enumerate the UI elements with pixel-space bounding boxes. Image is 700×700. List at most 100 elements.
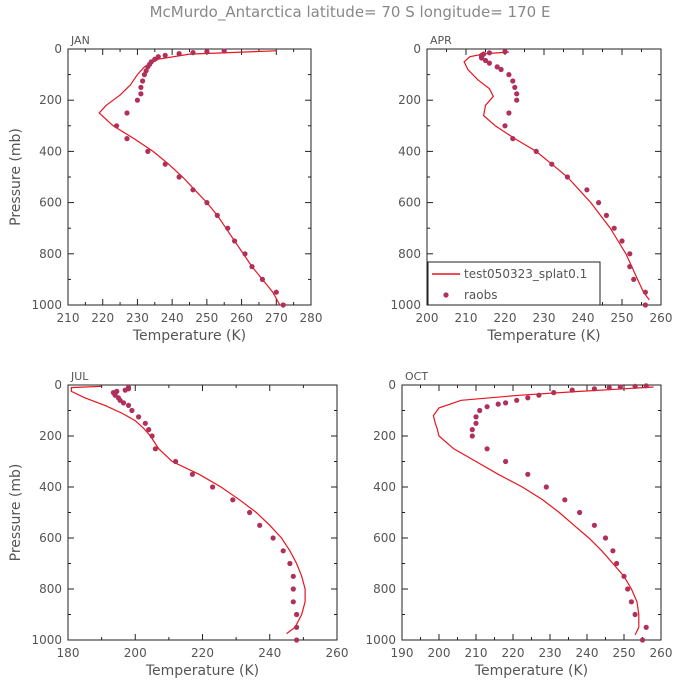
x-axis-label: Temperature (K) (132, 328, 246, 344)
y-tick-label: 800 (39, 582, 62, 596)
raob-point (564, 174, 571, 180)
raob-point (142, 420, 148, 426)
raob-point (146, 427, 152, 433)
x-tick-label: 190 (391, 646, 414, 660)
raob-point (287, 560, 293, 567)
y-tick-label: 0 (413, 42, 421, 56)
y-tick-label: 200 (39, 429, 62, 443)
y-tick-label: 600 (39, 531, 62, 545)
y-axis-label: Pressure (mb) (8, 464, 24, 562)
raob-point (273, 289, 279, 295)
y-tick-label: 1000 (390, 298, 421, 312)
raob-point (482, 57, 489, 64)
raob-point (591, 522, 598, 528)
raob-point (610, 548, 616, 554)
raob-point (484, 404, 490, 410)
raob-point (145, 148, 151, 154)
raob-point (149, 433, 155, 439)
raob-point (189, 471, 195, 477)
raob-point (562, 497, 568, 503)
x-tick-label: 210 (455, 311, 478, 325)
y-tick-label: 200 (398, 93, 421, 107)
panel-label: JAN (70, 34, 90, 47)
panel-label: JUL (70, 370, 89, 383)
x-tick-label: 240 (258, 646, 281, 660)
raob-point (602, 535, 609, 541)
model-profile-line (70, 385, 306, 635)
raob-point (294, 637, 300, 643)
y-tick-label: 1000 (31, 633, 62, 647)
raob-point (473, 420, 479, 426)
raob-point (280, 302, 286, 308)
raob-point (625, 586, 631, 592)
raob-point (473, 414, 479, 420)
raob-point (162, 161, 168, 167)
raob-point (242, 251, 248, 257)
figure-title: McMurdo_Antarctica latitude= 70 S longit… (150, 3, 551, 22)
raob-point (152, 446, 158, 452)
raob-point (294, 624, 300, 630)
y-tick-label: 200 (39, 93, 62, 107)
raob-point (591, 386, 598, 392)
raob-point (619, 238, 625, 244)
x-tick-label: 200 (428, 646, 451, 660)
y-tick-label: 600 (373, 531, 396, 545)
y-tick-label: 1000 (31, 298, 62, 312)
raob-point (606, 385, 612, 391)
raob-point (134, 97, 140, 103)
raob-point (525, 395, 531, 401)
raob-point (124, 136, 130, 142)
y-tick-label: 600 (39, 196, 62, 210)
y-tick-label: 0 (388, 378, 396, 392)
raob-point (569, 387, 575, 393)
raob-point (495, 401, 501, 407)
x-tick-label: 230 (126, 311, 149, 325)
x-tick-label: 210 (57, 311, 80, 325)
x-tick-label: 280 (300, 311, 323, 325)
raob-point (114, 123, 120, 129)
raob-point (584, 187, 590, 193)
raob-point (138, 84, 144, 90)
x-tick-label: 230 (539, 646, 562, 660)
raob-point (280, 548, 286, 554)
x-tick-label: 220 (494, 311, 517, 325)
raob-point (596, 200, 602, 206)
raob-point (290, 586, 296, 592)
raob-point (627, 264, 633, 270)
raob-point (232, 238, 238, 244)
y-tick-label: 800 (398, 247, 421, 261)
panel-jul: JUL 180 200 220 240 260 0 200 400 600 800 1000 Tempe… (8, 370, 348, 679)
raob-point (138, 91, 144, 97)
raob-point (477, 407, 483, 414)
raob-point (642, 302, 649, 308)
raob-point (204, 49, 210, 55)
raob-point (603, 212, 610, 218)
x-tick-label: 250 (611, 311, 634, 325)
raob-point (469, 433, 475, 439)
raob-point (125, 385, 132, 391)
raob-point (510, 78, 516, 84)
y-tick-label: 800 (39, 247, 62, 261)
x-tick-label: 180 (57, 646, 80, 660)
raob-point (502, 123, 508, 129)
raob-point (481, 51, 487, 57)
y-tick-label: 600 (398, 196, 421, 210)
x-tick-label: 240 (572, 311, 595, 325)
raob-point (290, 573, 296, 579)
panel-label: APR (430, 34, 452, 47)
raob-point (639, 637, 646, 643)
raob-point (627, 251, 633, 257)
raob-point (469, 427, 475, 433)
x-tick-label: 220 (502, 646, 525, 660)
panel-apr: APR 200 210 220 230 240 250 260 0 200 400 600 800 100… (390, 34, 672, 344)
raob-point (114, 388, 120, 394)
raob-point (498, 66, 504, 73)
y-tick-label: 0 (54, 42, 62, 56)
plot-frame (67, 384, 338, 641)
raob-point (257, 522, 263, 528)
raob-point (617, 384, 623, 390)
raob-point (514, 397, 520, 403)
raob-point (543, 484, 549, 490)
x-tick-label: 240 (161, 311, 184, 325)
